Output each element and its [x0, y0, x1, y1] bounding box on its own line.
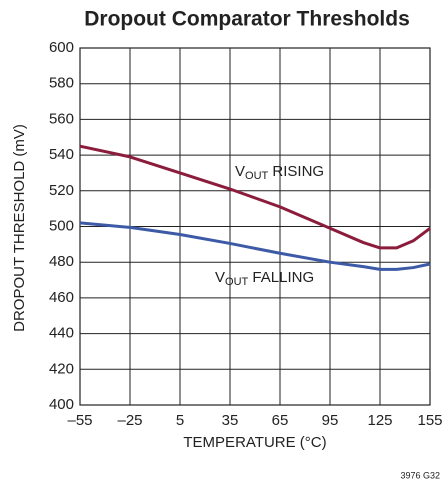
y-tick-label: 500: [49, 217, 74, 234]
y-tick-label: 400: [49, 396, 74, 413]
y-tick-label: 480: [49, 253, 74, 270]
y-tick-label: 460: [49, 289, 74, 306]
series-label: VOUT FALLING: [215, 269, 314, 288]
x-tick-label: 5: [176, 412, 184, 429]
chart-title: Dropout Comparator Thresholds: [84, 8, 410, 31]
series-line: [79, 144, 431, 250]
y-tick-label: 560: [49, 110, 74, 127]
x-tick-label: 95: [322, 412, 339, 429]
y-tick-label: 540: [49, 146, 74, 163]
x-tick-label: 125: [367, 412, 392, 429]
series-label-part: OUT: [245, 170, 269, 182]
series-label-part: OUT: [225, 276, 249, 288]
x-tick-label: –25: [117, 412, 142, 429]
x-tick-label: 65: [272, 412, 289, 429]
footnote: 3976 G32: [400, 470, 440, 480]
series-label: VOUT RISING: [235, 163, 324, 182]
series-label-part: V: [235, 163, 245, 180]
x-axis-label: TEMPERATURE (°C): [183, 434, 326, 451]
y-axis-label: DROPOUT THRESHOLD (mV): [11, 124, 28, 332]
y-tick-label: 440: [49, 325, 74, 342]
x-tick-label: 35: [222, 412, 239, 429]
series-line: [79, 221, 431, 271]
x-tick-label: 155: [417, 412, 442, 429]
y-tick-label: 420: [49, 360, 74, 377]
series-label-part: RISING: [268, 163, 324, 180]
y-tick-label: 580: [49, 75, 74, 92]
x-tick-label: –55: [67, 412, 92, 429]
series-label-part: V: [215, 269, 225, 286]
series-label-part: FALLING: [248, 269, 314, 286]
y-tick-label: 600: [49, 39, 74, 56]
plot-frame: [79, 47, 431, 406]
y-tick-label: 520: [49, 182, 74, 199]
